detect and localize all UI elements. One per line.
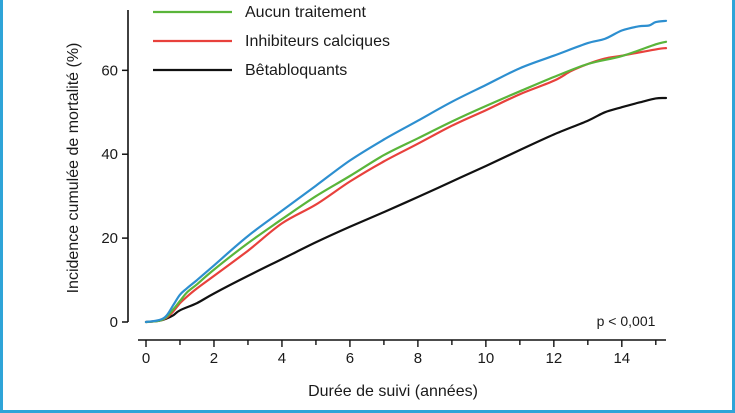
legend-label: Inhibiteurs calciques: [245, 33, 390, 50]
series-line-betabloquants: [144, 96, 668, 324]
legend-label: Aucun traitement: [245, 4, 367, 21]
x-tick-label: 2: [210, 350, 218, 367]
series-line-unlabeled-blue: [144, 19, 668, 324]
x-axis-title: Durée de suivi (années): [308, 383, 478, 400]
legend: Aucun traitement Inhibiteurs calciques Bêt…: [153, 4, 390, 79]
x-tick-label: 10: [478, 350, 495, 367]
y-tick-label: 60: [101, 62, 118, 79]
plot-lines: [144, 19, 668, 324]
y-tick-label: 40: [101, 146, 118, 163]
x-tick-label: 8: [414, 350, 422, 367]
y-tick-label: 20: [101, 230, 118, 247]
axes: 0 20 40 60 0 2 4 6 8 10 12 14: [101, 10, 666, 367]
x-tick-label: 12: [545, 350, 562, 367]
x-tick-label: 6: [346, 350, 354, 367]
x-tick-label: 4: [278, 350, 286, 367]
y-axis-title: Incidence cumulée de mortalité (%): [65, 43, 82, 294]
legend-label: Bêtabloquants: [245, 62, 347, 79]
y-tick-label: 0: [110, 314, 118, 331]
x-tick-label: 14: [613, 350, 630, 367]
series-line-aucun-traitement: [144, 40, 668, 324]
x-tick-label: 0: [142, 350, 150, 367]
p-value-annotation: p < 0,001: [597, 313, 656, 329]
series-line-inhibiteurs-calciques: [144, 47, 668, 324]
